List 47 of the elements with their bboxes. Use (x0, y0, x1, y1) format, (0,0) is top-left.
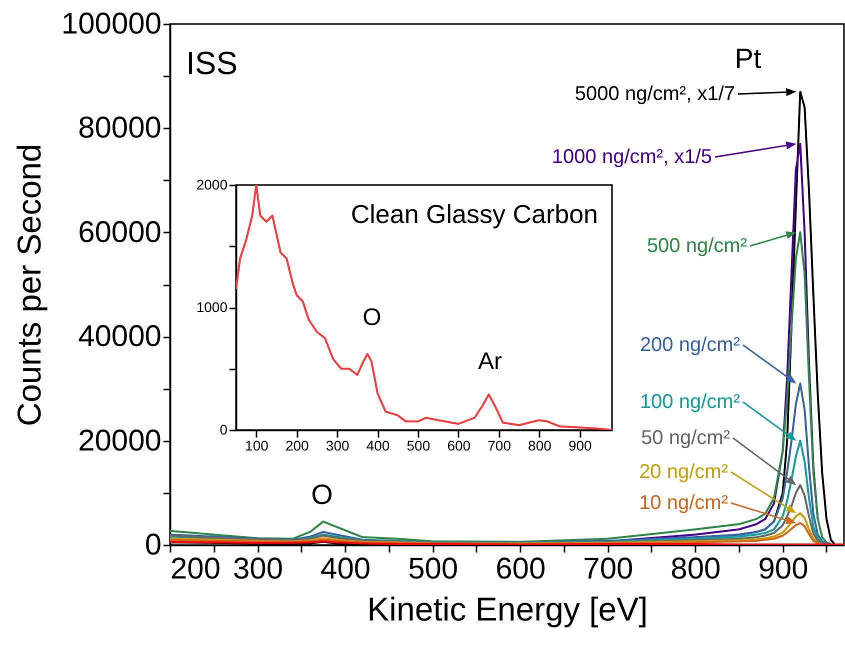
y-tick-label: 80000 (78, 112, 162, 145)
line-series (170, 484, 828, 545)
annotation: O (311, 479, 333, 510)
y-tick-label: 1000 (196, 299, 228, 315)
x-tick-label: 600 (447, 438, 471, 454)
text: 50 ng/cm² (641, 427, 730, 449)
series-label: 10 ng/cm² (639, 492, 728, 514)
y-tick-label: 60000 (78, 216, 162, 249)
y-axis-title: Counts per Second (10, 144, 48, 426)
x-tick-label: 900 (758, 552, 808, 586)
y-tick-label: 2000 (196, 176, 228, 192)
x-tick-label: 500 (408, 552, 458, 586)
y-tick-label: 20000 (78, 424, 162, 458)
x-tick-label: 500 (406, 438, 430, 454)
annotation: ISS (186, 45, 238, 81)
x-tick-label: 900 (568, 438, 592, 454)
text: 200 ng/cm² (640, 334, 740, 356)
line-series (170, 382, 832, 545)
line-series (170, 231, 832, 545)
y-tick-label: 100000 (61, 8, 162, 40)
x-tick-label: 700 (583, 552, 634, 586)
y-tick-label: 0 (144, 528, 162, 562)
text: 100 ng/cm² (640, 391, 740, 413)
x-tick-label: 400 (366, 438, 390, 454)
legend-label: 1000 ng/cm², x1/5 (552, 146, 712, 168)
annotation: Pt (734, 43, 762, 74)
x-tick-label: 300 (233, 552, 284, 586)
line-series (170, 512, 824, 545)
legend-label: 500 ng/cm² (646, 235, 748, 257)
x-tick-label: 700 (488, 438, 512, 454)
annotation: O (362, 304, 382, 331)
annotation: Clean Glassy Carbon (350, 199, 598, 229)
x-tick-label: 100 (245, 438, 269, 454)
x-tick-label: 200 (285, 438, 310, 454)
x-tick-label: 600 (496, 552, 546, 586)
x-tick-label: 800 (528, 438, 552, 454)
y-tick-label: 40000 (78, 320, 162, 354)
y-tick-label: 0 (220, 422, 228, 438)
x-tick-label: 200 (170, 552, 221, 586)
text: 20 ng/cm² (639, 461, 728, 483)
x-tick-label: 800 (670, 552, 721, 586)
x-tick-label: 400 (320, 552, 371, 586)
annotation: Ar (478, 348, 502, 375)
legend-label: 5000 ng/cm², x1/7 (574, 83, 735, 105)
x-tick-label: 300 (326, 438, 350, 454)
x-axis-title: Kinetic Energy [eV] (367, 590, 648, 628)
line-series (170, 522, 824, 545)
